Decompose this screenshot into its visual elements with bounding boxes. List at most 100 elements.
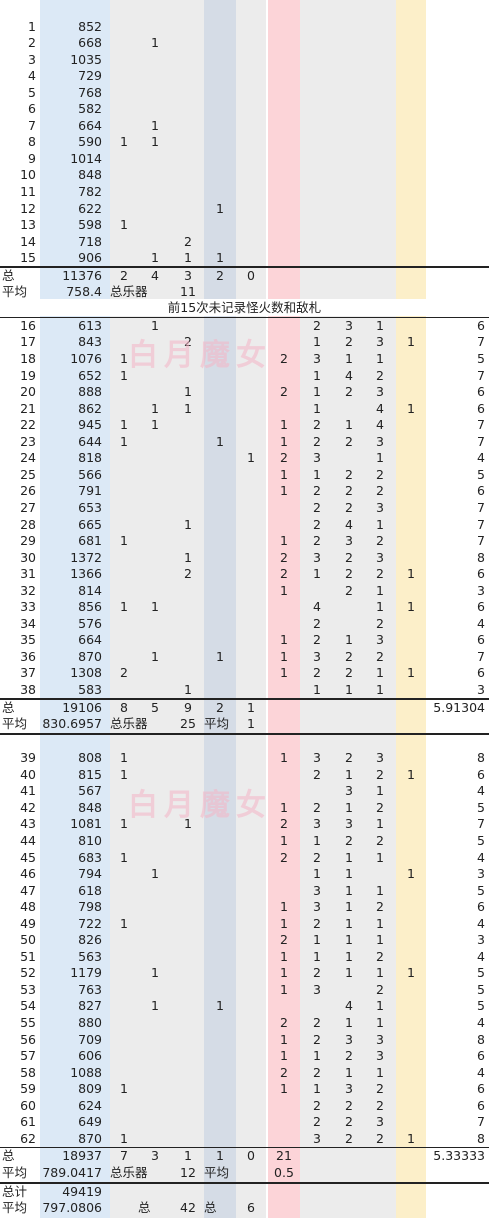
cell-鼓: 1 (216, 648, 224, 664)
cell-index: 28 (20, 516, 36, 532)
cell-玉: 797.0806 (42, 1200, 102, 1216)
cell-枪: 1 (345, 351, 353, 366)
cell-玉: 668 (78, 35, 102, 51)
cell-index: 15 (20, 250, 36, 266)
cell-琴: 1 (151, 648, 159, 664)
cell-玉: 18937 (62, 1148, 102, 1164)
cell-铃: 6 (247, 1200, 255, 1216)
cell-敌札总数: 6 (477, 483, 485, 499)
cell-太刀: 3 (313, 549, 321, 565)
cell-index: 32 (20, 582, 36, 598)
cell-index: 5 (28, 84, 36, 100)
cell-琴: 1 (151, 417, 159, 433)
cell-铃: 1 (247, 450, 255, 466)
row-divider (0, 732, 489, 735)
cell-index: 52 (20, 965, 36, 981)
cell-太刀: 2 (313, 317, 321, 333)
cell-薙刀: 3 (376, 632, 384, 648)
cell-太刀: 3 (313, 816, 321, 832)
cell-鼓: 1 (216, 998, 224, 1014)
cell-太刀: 4 (313, 599, 321, 615)
cell-笛: 1 (120, 533, 128, 549)
cell-玉: 563 (78, 948, 102, 964)
column-header (236, 1, 266, 18)
cell-玉: 618 (78, 882, 102, 898)
cell-太刀: 2 (313, 433, 321, 449)
cell-薙刀: 3 (376, 549, 384, 565)
cell-枪: 4 (345, 367, 353, 383)
cell-太刀: 2 (313, 499, 321, 515)
cell-三味: 1 (184, 1148, 192, 1164)
cell-怪火: 2 (280, 1064, 288, 1080)
column-header (138, 1, 172, 18)
cell-枪: 3 (345, 1081, 353, 1097)
cell-玉: 808 (78, 750, 102, 766)
cell-怪火: 2 (280, 450, 288, 466)
cell-index: 40 (20, 766, 36, 782)
cell-敌札总数: 4 (477, 915, 485, 931)
cell-index: 11 (20, 184, 36, 199)
cell-三味: 9 (184, 699, 192, 715)
cell-笛: 1 (120, 134, 128, 150)
cell-玉: 644 (78, 433, 102, 449)
cell-index: 21 (20, 400, 36, 416)
cell-index: 22 (20, 417, 36, 433)
row-divider (0, 1146, 489, 1149)
cell-薙刀: 1 (376, 351, 384, 366)
cell-太刀: 2 (313, 766, 321, 782)
cell-玉: 852 (78, 18, 102, 34)
cell-琴: 5 (151, 699, 159, 715)
cell-薙刀: 2 (376, 766, 384, 782)
cell-薙刀: 3 (376, 1048, 384, 1064)
cell-玉: 830.6957 (42, 716, 102, 732)
cell-玉: 1076 (70, 351, 102, 366)
cell-敌札总数: 6 (477, 1097, 485, 1113)
cell-玉: 870 (78, 1130, 102, 1146)
cell-玉: 1372 (70, 549, 102, 565)
cell-三味: 12 (180, 1164, 196, 1180)
cell-index: 6 (28, 101, 36, 117)
cell-怪火: 1 (280, 750, 288, 766)
cell-玉: 827 (78, 998, 102, 1014)
cell-薙刀: 1 (376, 932, 384, 948)
cell-琴: 1 (151, 866, 159, 882)
cell-枪: 1 (345, 632, 353, 648)
cell-敌札总数: 5 (477, 351, 485, 366)
cell-琴: 4 (151, 267, 159, 283)
cell-index: 62 (20, 1130, 36, 1146)
cell-枪: 3 (345, 317, 353, 333)
cell-敌札总数: 8 (477, 1031, 485, 1047)
cell-玉: 566 (78, 466, 102, 482)
column-header (268, 1, 300, 18)
cell-敌札总数: 5 (477, 799, 485, 815)
cell-index: 总 (2, 1148, 15, 1164)
cell-太刀: 1 (313, 948, 321, 964)
cell-index: 20 (20, 384, 36, 400)
cell-index: 55 (20, 1015, 36, 1030)
cell-玉: 880 (78, 1015, 102, 1030)
column-header (334, 1, 364, 18)
cell-枪: 1 (345, 932, 353, 948)
cell-太刀: 1 (313, 682, 321, 697)
band-fire (268, 0, 300, 1218)
cell-薙刀: 1 (376, 317, 384, 333)
cell-index: 7 (28, 117, 36, 133)
cell-枪: 2 (345, 1114, 353, 1130)
band-weapons (300, 0, 396, 1218)
cell-敌札总数: 3 (477, 682, 485, 697)
cell-太刀: 1 (313, 334, 321, 350)
cell-玉: 794 (78, 866, 102, 882)
cell-薙刀: 3 (376, 1114, 384, 1130)
cell-笛: 2 (120, 267, 128, 283)
cell-怪火: 1 (280, 965, 288, 981)
cell-笛: 8 (120, 699, 128, 715)
cell-琴: 1 (151, 250, 159, 266)
cell-index: 39 (20, 750, 36, 766)
cell-index: 34 (20, 615, 36, 631)
cell-鼓: 2 (216, 699, 224, 715)
cell-枪: 1 (345, 882, 353, 898)
column-header (172, 1, 204, 18)
cell-index: 26 (20, 483, 36, 499)
cell-index: 25 (20, 466, 36, 482)
cell-敌札总数: 7 (477, 334, 485, 350)
